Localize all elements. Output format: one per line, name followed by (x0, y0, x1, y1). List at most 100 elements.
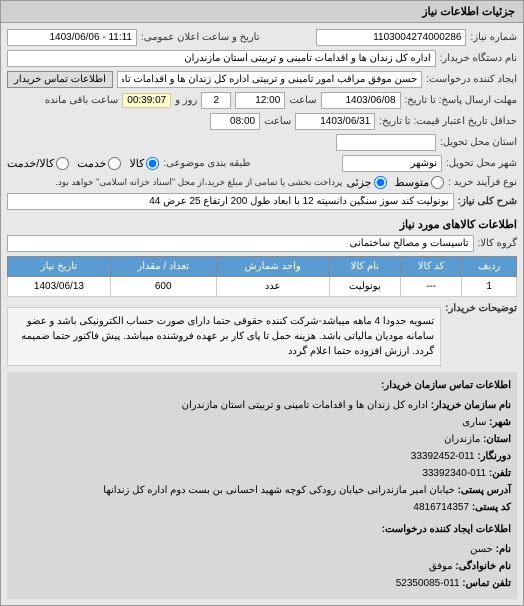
col-unit: واحد شمارش (216, 257, 329, 277)
contact-name-value: حسن (470, 544, 493, 555)
announce-label: تاریخ و ساعت اعلان عمومی: (141, 32, 260, 43)
budget-goods-option[interactable]: کالا (129, 157, 159, 170)
contact-org-label: نام سازمان خریدار: (431, 400, 511, 411)
time-label-1: ساعت (289, 95, 316, 106)
contact-info-button[interactable]: اطلاعات تماس خریدار (7, 71, 113, 88)
budget-mixed-label: کالا/خدمت (7, 157, 54, 170)
buyer-org-label: نام دستگاه خریدار: (440, 53, 517, 64)
requester-field (117, 71, 422, 88)
process-partial-option[interactable]: جزئی (346, 176, 386, 189)
row-need-title: شرح کلی نیاز: (7, 193, 517, 210)
contact-name: نام: حسن (13, 542, 511, 558)
panel-body: شماره نیاز: تاریخ و ساعت اعلان عمومی: نا… (1, 23, 523, 605)
contact-fax-value: 011-33392452 (411, 451, 475, 462)
col-code: کد کالا (400, 257, 461, 277)
budget-mixed-radio[interactable] (56, 157, 69, 170)
announce-field (7, 29, 137, 46)
contact-postal: کد پستی: 4816714357 (13, 500, 511, 516)
col-qty: تعداد / مقدار (110, 257, 216, 277)
contact-phone-label: تلفن: (489, 468, 511, 479)
row-requester: ایجاد کننده درخواست: اطلاعات تماس خریدار (7, 71, 517, 88)
contact-org-value: اداره کل زندان ها و اقدامات تامینی و ترب… (182, 400, 428, 411)
contact-city-value: ساری (462, 417, 486, 428)
budget-label: طبقه بندی موضوعی: (163, 158, 250, 169)
cell-date: 1403/06/13 (8, 277, 111, 297)
process-medium-radio[interactable] (431, 176, 444, 189)
req-number-label: شماره نیاز: (470, 32, 517, 43)
budget-goods-radio[interactable] (146, 157, 159, 170)
need-title-field (7, 193, 454, 210)
delivery-state-label: استان محل تحویل: (440, 137, 517, 148)
contact-province-label: استان: (483, 434, 511, 445)
row-notes: توضیحات خریدار: تسویه حدودا 4 ماهه میباش… (7, 303, 517, 366)
time-label-2: ساعت (264, 116, 291, 127)
cell-name: یونولیت (329, 277, 400, 297)
contact-lname: نام خانوادگی: موفق (13, 559, 511, 575)
row-delivery-state: استان محل تحویل: (7, 134, 517, 151)
process-medium-option[interactable]: متوسط (395, 176, 445, 189)
row-req-number: شماره نیاز: تاریخ و ساعت اعلان عمومی: (7, 29, 517, 46)
budget-mixed-option[interactable]: کالا/خدمت (7, 157, 69, 170)
process-radio-group: متوسط جزئی (346, 176, 444, 189)
contact-address-value: خیابان امیر مازندرانی خیابان رودکی کوچه … (103, 485, 454, 496)
cell-code: --- (400, 277, 461, 297)
contact-lname-value: موفق (429, 561, 453, 572)
process-note: پرداخت بخشی یا تمامی از مبلغ خرید،از محل… (55, 177, 342, 188)
process-label: نوع فرآیند خرید : (448, 177, 517, 188)
col-row: ردیف (462, 257, 517, 277)
delivery-state-field (336, 134, 436, 151)
deadline-time-field (235, 92, 285, 109)
row-validity: حداقل تاریخ اعتبار قیمت: تا تاریخ: ساعت (7, 113, 517, 130)
budget-goods-label: کالا (129, 157, 144, 170)
contact-org: نام سازمان خریدار: اداره کل زندان ها و ا… (13, 398, 511, 414)
deadline-date-field (321, 92, 401, 109)
table-header-row: ردیف کد کالا نام کالا واحد شمارش تعداد /… (8, 257, 517, 277)
group-field (7, 235, 474, 252)
process-partial-label: جزئی (346, 176, 371, 189)
delivery-city-label: شهر محل تحویل: (446, 158, 517, 169)
process-partial-radio[interactable] (374, 176, 387, 189)
contact-province: استان: مازندران (13, 432, 511, 448)
table-row: 1 --- یونولیت عدد 600 1403/06/13 (8, 277, 517, 297)
contact-phone: تلفن: 011-33392340 (13, 466, 511, 482)
contact-postal-value: 4816714357 (413, 502, 469, 513)
validity-label: حداقل تاریخ اعتبار قیمت: تا تاریخ: (379, 116, 517, 127)
budget-service-radio[interactable] (108, 157, 121, 170)
process-medium-label: متوسط (395, 176, 430, 189)
contact-tel: تلفن تماس: 011-52350085 (13, 576, 511, 592)
budget-radio-group: کالا خدمت کالا/خدمت (7, 157, 159, 170)
contact-city-label: شهر: (489, 417, 511, 428)
group-label: گروه کالا: (478, 238, 517, 249)
budget-service-label: خدمت (77, 157, 106, 170)
validity-time-field (210, 113, 260, 130)
goods-section-title: اطلاعات کالاهای مورد نیاز (7, 218, 517, 231)
budget-service-option[interactable]: خدمت (77, 157, 121, 170)
contact-fax: دورنگار: 011-33392452 (13, 449, 511, 465)
row-group: گروه کالا: (7, 235, 517, 252)
contact-section: اطلاعات تماس سازمان خریدار: نام سازمان خ… (7, 372, 517, 599)
contact-province-value: مازندران (444, 434, 480, 445)
contact-postal-label: کد پستی: (472, 502, 511, 513)
contact-address: آدرس پستی: خیابان امیر مازندرانی خیابان … (13, 483, 511, 499)
row-process: نوع فرآیند خرید : متوسط جزئی پرداخت بخشی… (7, 176, 517, 189)
col-name: نام کالا (329, 257, 400, 277)
notes-text: تسویه حدودا 4 ماهه میباشد-شرکت کننده حقو… (7, 307, 441, 366)
row-delivery-city: شهر محل تحویل: طبقه بندی موضوعی: کالا خد… (7, 155, 517, 172)
days-remaining-field (201, 92, 231, 109)
row-buyer-org: نام دستگاه خریدار: (7, 50, 517, 67)
contact-tel-label: تلفن تماس: (462, 578, 511, 589)
panel-title: جزئیات اطلاعات نیاز (1, 1, 523, 23)
row-deadline: مهلت ارسال پاسخ: تا تاریخ: ساعت روز و 00… (7, 92, 517, 109)
cell-unit: عدد (216, 277, 329, 297)
goods-table: ردیف کد کالا نام کالا واحد شمارش تعداد /… (7, 256, 517, 297)
days-label: روز و (175, 95, 197, 106)
notes-label: توضیحات خریدار: (445, 303, 517, 314)
time-remaining-badge: 00:39:07 (122, 93, 171, 108)
contact-name-label: نام: (496, 544, 511, 555)
buyer-org-field (7, 50, 436, 67)
contact-tel-value: 011-52350085 (396, 578, 460, 589)
contact-phone-value: 011-33392340 (422, 468, 486, 479)
cell-qty: 600 (110, 277, 216, 297)
contact-address-label: آدرس پستی: (458, 485, 511, 496)
delivery-city-field (342, 155, 442, 172)
